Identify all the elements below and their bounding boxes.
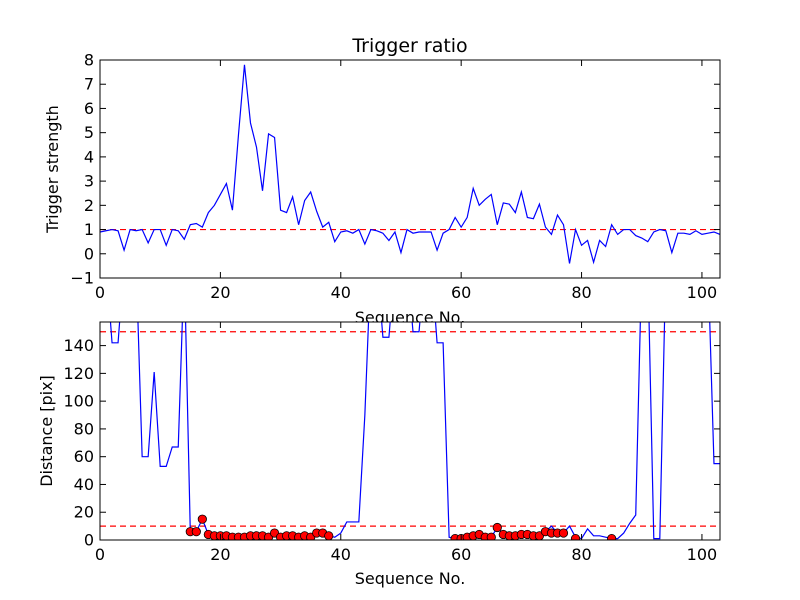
trigger-y-tick-label: 3	[84, 172, 94, 191]
distance-data-point	[570, 534, 581, 540]
trigger-y-tick-label: −1	[70, 269, 94, 288]
distance-y-tick-label: 40	[74, 475, 94, 494]
distance-x-tick-label: 0	[95, 545, 105, 564]
distance-y-tick-label: 140	[63, 336, 94, 355]
x-axis-label-bottom: Sequence No.	[355, 569, 466, 588]
distance-data-point	[607, 534, 617, 540]
distance-data-point	[191, 527, 201, 537]
distance-x-tick-label: 40	[331, 545, 351, 564]
trigger-y-tick-label: 8	[84, 51, 94, 70]
trigger-x-tick-label: 100	[687, 283, 718, 302]
plot-area-top	[100, 60, 720, 278]
distance-x-tick-label: 100	[687, 545, 718, 564]
distance-data-point	[197, 514, 207, 524]
plot-area-bottom	[100, 322, 720, 540]
distance-y-tick-label: 100	[63, 392, 94, 411]
distance-y-tick-label: 60	[74, 447, 94, 466]
axes-frame-top	[99, 59, 721, 279]
distance-data-point	[486, 532, 496, 540]
trigger-y-tick-label: 1	[84, 220, 94, 239]
distance-y-tick-label: 80	[74, 419, 94, 438]
trigger-x-tick-label: 60	[451, 283, 471, 302]
y-axis-label-bottom: Distance [pix]	[37, 375, 56, 487]
distance-data-point	[492, 522, 502, 533]
trigger-series-line-0	[100, 64, 720, 265]
distance-data-point	[558, 528, 569, 538]
trigger-y-tick-label: 0	[84, 244, 94, 263]
trigger-x-tick-label: 0	[95, 283, 105, 302]
chart-title: Trigger ratio	[351, 35, 467, 57]
distance-x-tick-label: 20	[210, 545, 230, 564]
trigger-x-tick-label: 80	[571, 283, 591, 302]
distance-data-point	[324, 531, 334, 540]
trigger-x-tick-label: 20	[210, 283, 230, 302]
trigger-y-tick-label: 4	[84, 147, 94, 166]
trigger-y-tick-label: 2	[84, 196, 94, 215]
trigger-y-tick-label: 6	[84, 99, 94, 118]
trigger-x-tick-label: 40	[331, 283, 351, 302]
axes-frame-bottom	[99, 321, 721, 541]
distance-x-tick-label: 60	[451, 545, 471, 564]
distance-y-tick-label: 0	[84, 531, 94, 550]
distance-y-tick-label: 120	[63, 364, 94, 383]
trigger-y-tick-label: 5	[84, 123, 94, 142]
distance-plot: 0 20 40 60 80 100 0 20 40 60 80 100 120 140 Sequence…	[37, 321, 721, 588]
distance-y-tick-label: 20	[74, 503, 94, 522]
y-axis-label-top: Trigger strength	[43, 105, 62, 234]
distance-x-tick-label: 80	[571, 545, 591, 564]
trigger-y-tick-label: 7	[84, 75, 94, 94]
